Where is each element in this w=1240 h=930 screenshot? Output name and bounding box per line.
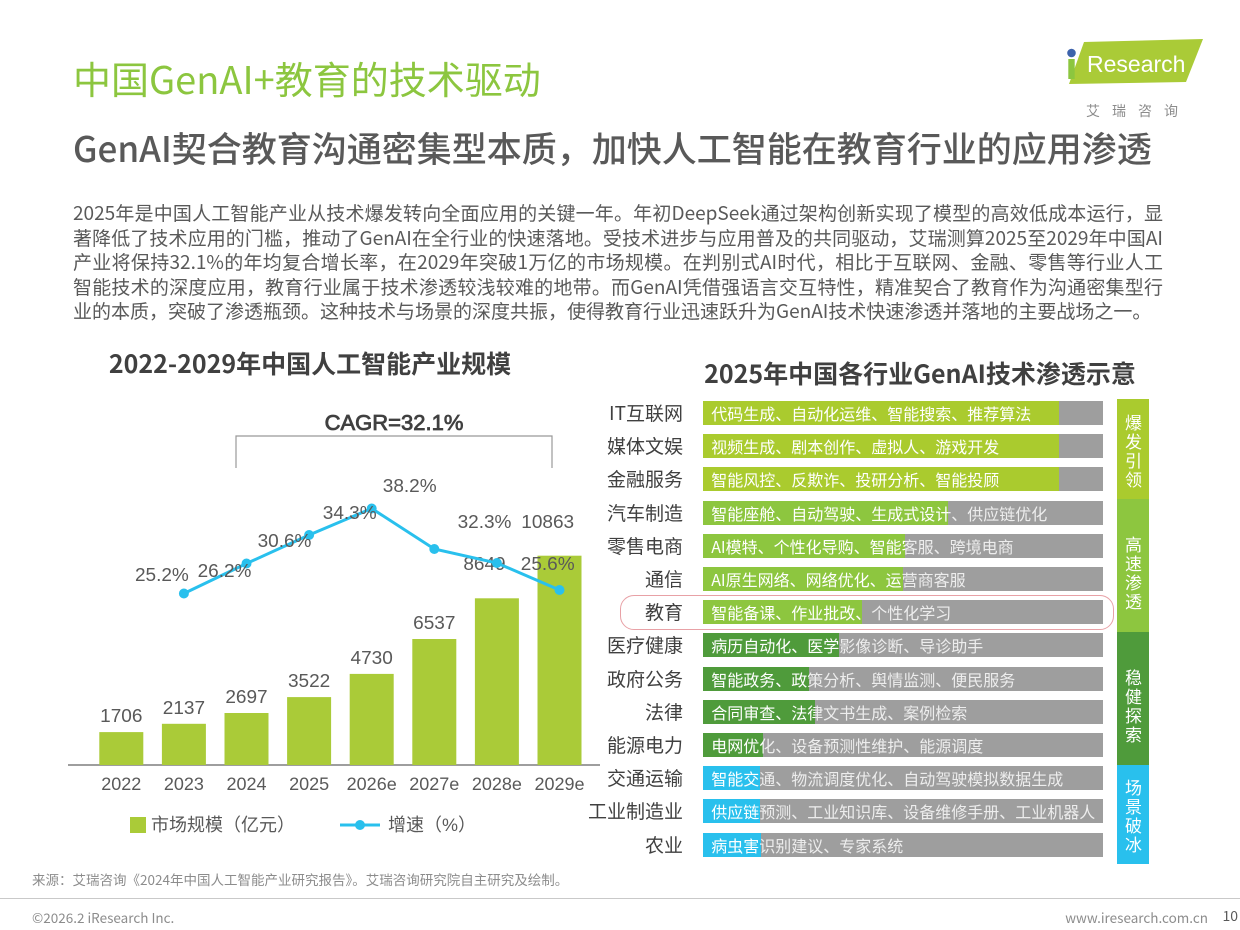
svg-text:25.6%: 25.6% — [521, 554, 575, 575]
svg-text:2025: 2025 — [289, 774, 329, 794]
svg-text:2027e: 2027e — [409, 774, 459, 794]
svg-text:2024: 2024 — [226, 774, 266, 794]
svg-text:1706: 1706 — [100, 706, 142, 727]
svg-text:34.3%: 34.3% — [323, 503, 377, 524]
svg-text:10863: 10863 — [521, 512, 574, 533]
svg-text:32.3%: 32.3% — [458, 512, 512, 533]
svg-text:2023: 2023 — [164, 774, 204, 794]
svg-text:3522: 3522 — [288, 671, 330, 692]
svg-text:2026e: 2026e — [347, 774, 397, 794]
svg-text:市场规模（亿元）: 市场规模（亿元） — [151, 815, 295, 835]
svg-text:2028e: 2028e — [472, 774, 522, 794]
svg-text:6537: 6537 — [413, 613, 455, 634]
svg-text:30.6%: 30.6% — [258, 531, 312, 552]
svg-text:2697: 2697 — [225, 687, 267, 708]
svg-text:CAGR=32.1%: CAGR=32.1% — [325, 410, 464, 435]
svg-text:25.2%: 25.2% — [135, 565, 189, 586]
svg-text:38.2%: 38.2% — [383, 476, 437, 497]
svg-text:2022: 2022 — [101, 774, 141, 794]
svg-text:2029e: 2029e — [534, 774, 584, 794]
svg-text:增速（%）: 增速（%） — [388, 815, 476, 835]
svg-text:26.2%: 26.2% — [198, 561, 252, 582]
svg-text:2137: 2137 — [163, 698, 205, 719]
svg-text:4730: 4730 — [351, 648, 393, 669]
